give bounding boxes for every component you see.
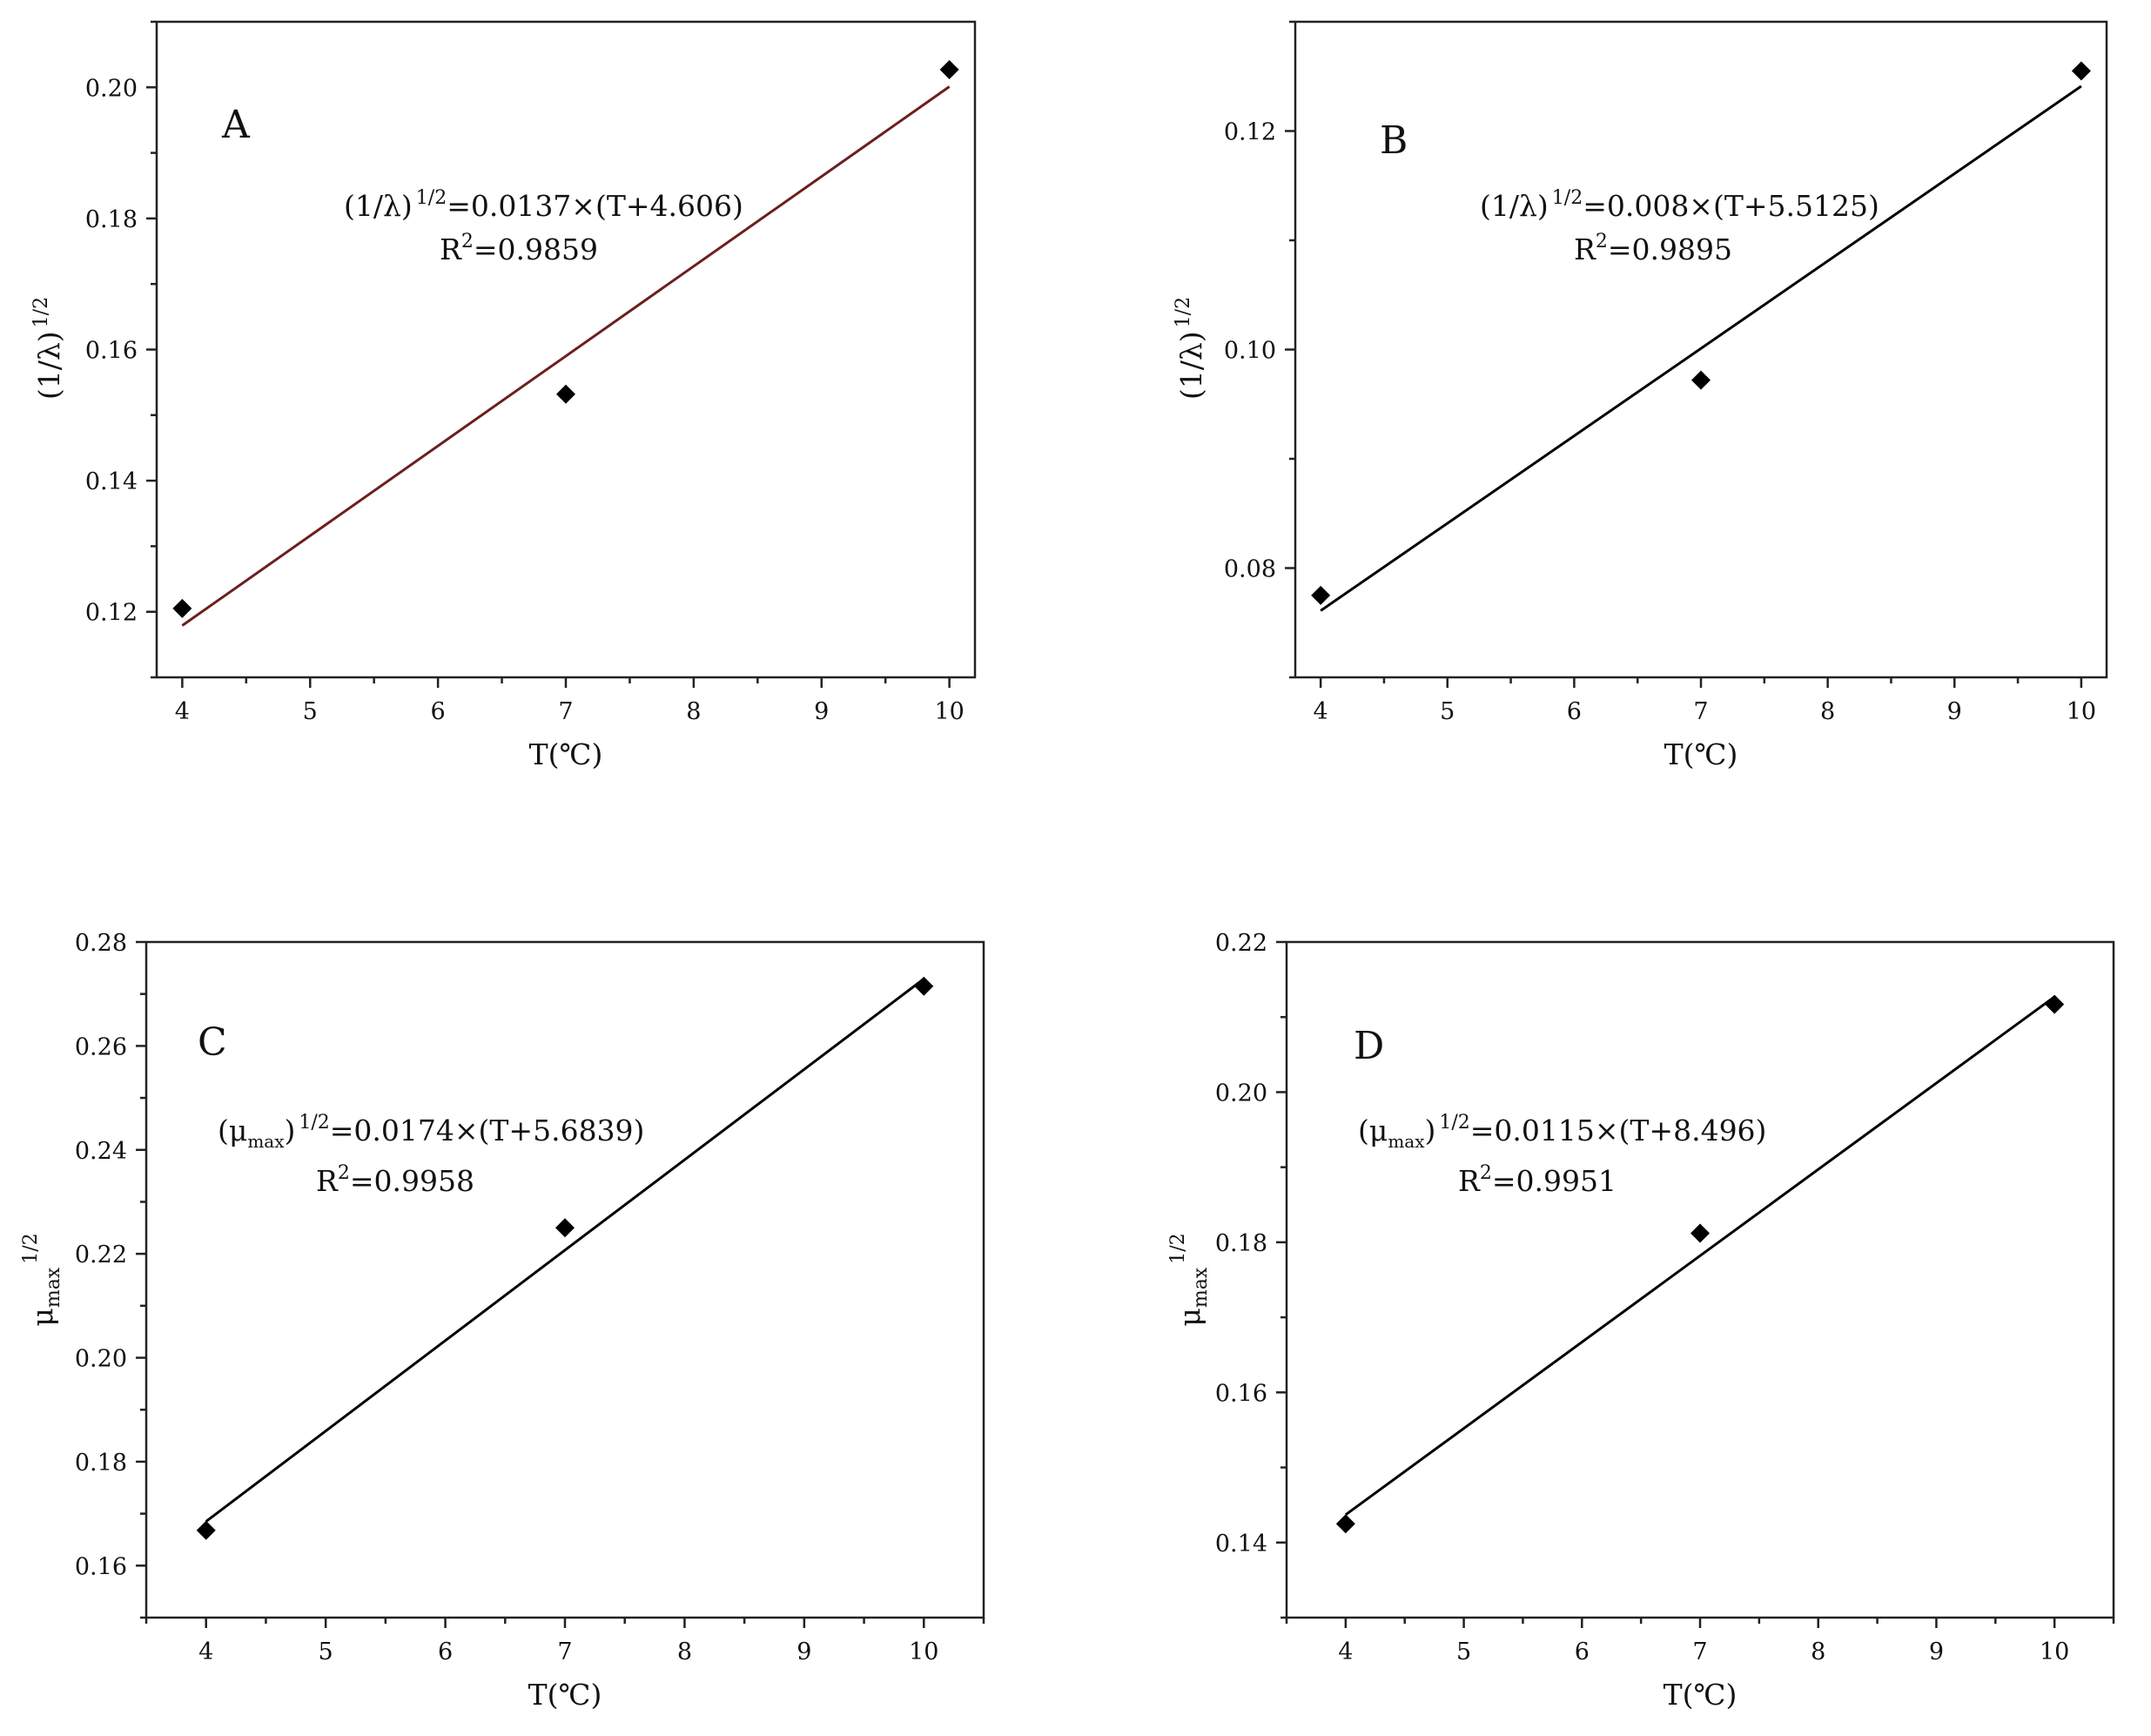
y-tick-label: 0.18 [75, 1450, 127, 1477]
x-tick-label: 9 [1929, 1638, 1944, 1665]
x-tick-label: 10 [2067, 698, 2096, 725]
data-point [555, 1218, 575, 1238]
x-tick-label: 7 [1692, 1638, 1707, 1665]
fit-line [1320, 84, 2082, 612]
y-tick-label: 0.22 [1215, 930, 1267, 957]
x-tick-label: 7 [557, 1638, 572, 1665]
x-tick-label: 9 [814, 698, 829, 725]
x-axis-title: T(℃) [529, 737, 603, 771]
y-tick-label: 0.20 [85, 75, 138, 102]
r-squared: R2=0.9958 [316, 1162, 474, 1198]
data-point [196, 1520, 216, 1540]
y-tick-label: 0.20 [1215, 1080, 1267, 1107]
data-point [2071, 61, 2091, 81]
data-point [1335, 1514, 1355, 1534]
x-tick-label: 7 [1693, 698, 1708, 725]
x-tick-label: 5 [1440, 698, 1455, 725]
panel-b: 4 5 6 7 8 9 10 0.08 0.10 0.12 T(℃) (1/λ)1/2 B (1/λ) 1/… [1173, 20, 2108, 771]
x-tick-label: 5 [319, 1638, 333, 1665]
data-point [1311, 585, 1331, 605]
data-point [1691, 1223, 1710, 1243]
y-tick-label: 0.22 [75, 1241, 127, 1268]
x-tick-label: 4 [175, 698, 190, 725]
x-tick-label: 8 [1820, 698, 1835, 725]
y-tick-label: 0.26 [75, 1033, 127, 1060]
x-tick-label: 10 [909, 1638, 938, 1665]
y-tick-label: 0.16 [75, 1553, 127, 1580]
fit-line [205, 978, 925, 1523]
x-axis-title: T(℃) [1664, 1678, 1738, 1712]
y-tick-label: 0.14 [85, 468, 138, 495]
y-axis-title: μmax1/2 [20, 1233, 64, 1326]
y-axis-title: (1/λ)1/2 [1173, 297, 1208, 400]
data-point [1691, 370, 1711, 390]
fit-equation: (1/λ) 1/2=0.0137×(T+4.606) [344, 187, 743, 223]
x-tick-label: 9 [1947, 698, 1962, 725]
panel-d: 4 5 6 7 8 9 10 0.14 0.16 0.18 0.20 0.22 T(℃) μmax1/2 D… [1167, 930, 2115, 1712]
plot-frame [145, 940, 985, 1619]
y-tick-label: 0.24 [75, 1138, 127, 1165]
panel-letter: B [1380, 118, 1408, 163]
fit-line [1344, 995, 2056, 1517]
y-tick-label: 0.12 [85, 600, 138, 627]
x-tick-label: 4 [198, 1638, 213, 1665]
data-point [172, 598, 192, 618]
data-point [556, 384, 575, 404]
panel-letter: C [198, 1020, 227, 1065]
x-tick-label: 7 [558, 698, 573, 725]
y-tick-label: 0.18 [1215, 1230, 1267, 1257]
x-tick-label: 10 [2040, 1638, 2069, 1665]
x-tick-label: 8 [677, 1638, 692, 1665]
data-point [2045, 994, 2065, 1014]
data-point [914, 976, 934, 996]
y-tick-label: 0.16 [1215, 1380, 1267, 1407]
x-tick-label: 10 [934, 698, 964, 725]
r-squared: R2=0.9895 [1574, 231, 1732, 266]
x-tick-label: 5 [303, 698, 318, 725]
y-axis-title: μmax1/2 [1167, 1233, 1212, 1326]
y-tick-label: 0.28 [75, 930, 127, 957]
x-tick-label: 9 [797, 1638, 811, 1665]
y-tick-label: 0.12 [1224, 119, 1276, 146]
x-tick-label: 4 [1314, 698, 1328, 725]
panel-a: 4 5 6 7 8 9 10 0.12 0.14 0.16 0.18 0.20 T(℃) (1/λ)1/2… [30, 20, 977, 771]
fit-equation: (μmax) 1/2=0.0174×(T+5.6839) [218, 1112, 644, 1152]
y-axis-title: (1/λ)1/2 [30, 297, 66, 400]
fit-equation: (μmax) 1/2=0.0115×(T+8.496) [1358, 1112, 1766, 1152]
x-axis-title: T(℃) [528, 1678, 602, 1712]
r-squared: R2=0.9859 [440, 231, 598, 266]
x-tick-label: 4 [1338, 1638, 1353, 1665]
data-point [939, 59, 959, 79]
y-tick-label: 0.20 [75, 1346, 127, 1373]
x-tick-label: 6 [438, 1638, 453, 1665]
x-axis-title: T(℃) [1664, 737, 1738, 771]
fit-line [181, 85, 951, 627]
y-tick-label: 0.16 [85, 338, 138, 365]
x-tick-label: 8 [686, 698, 701, 725]
y-tick-label: 0.18 [85, 206, 138, 233]
plot-frame [155, 20, 977, 679]
x-tick-label: 6 [1567, 698, 1582, 725]
y-tick-label: 0.14 [1215, 1531, 1267, 1558]
panel-letter: A [221, 103, 251, 147]
panel-letter: D [1354, 1024, 1384, 1068]
y-tick-label: 0.08 [1224, 556, 1276, 583]
fit-equation: (1/λ) 1/2=0.008×(T+5.5125) [1480, 187, 1879, 223]
y-tick-label: 0.10 [1224, 338, 1276, 365]
x-tick-label: 8 [1811, 1638, 1825, 1665]
x-tick-label: 6 [431, 698, 446, 725]
panel-c: 4 5 6 7 8 9 10 0.16 0.18 0.20 0.22 0.24 0.26 0.28 T(℃)… [20, 930, 985, 1712]
x-tick-label: 6 [1575, 1638, 1590, 1665]
r-squared: R2=0.9951 [1458, 1162, 1617, 1198]
x-tick-label: 5 [1456, 1638, 1471, 1665]
